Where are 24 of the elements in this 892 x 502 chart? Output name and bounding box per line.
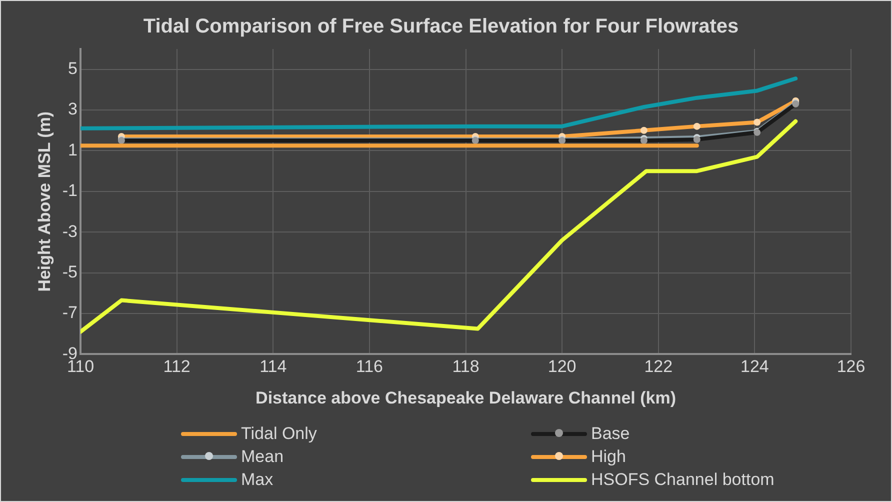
x-axis-title: Distance above Chesapeake Delaware Channel (km) [256,388,676,408]
x-tick-label: 116 [356,357,383,376]
x-tick-label: 120 [548,357,576,376]
x-tick-label: 126 [836,357,866,376]
x-tick-label: 112 [163,357,190,376]
x-tick-label: 118 [452,357,480,376]
x-tick-label: 122 [644,357,673,376]
legend-label: Base [591,424,630,444]
y-tick-label: -1 [62,181,78,200]
legend-label: Max [241,470,274,490]
y-tick-label: -3 [62,222,78,241]
y-tick-label: 5 [68,59,78,78]
legend-label: HSOFS Channel bottom [591,470,774,490]
x-tick-label: 114 [260,357,287,376]
chart-title: Tidal Comparison of Free Surface Elevation for Four Flowrates [143,16,739,38]
legend-label: High [591,446,626,466]
legend-label: Tidal Only [241,424,317,444]
legend-label: Mean [241,446,284,466]
y-tick-label: 3 [68,100,78,119]
y-axis-title: Height Above MSL (m) [34,111,54,292]
x-tick-label: 124 [740,357,769,376]
y-tick-label: -7 [62,303,78,322]
y-tick-label: 1 [68,140,78,160]
y-tick-label: -5 [62,262,78,282]
